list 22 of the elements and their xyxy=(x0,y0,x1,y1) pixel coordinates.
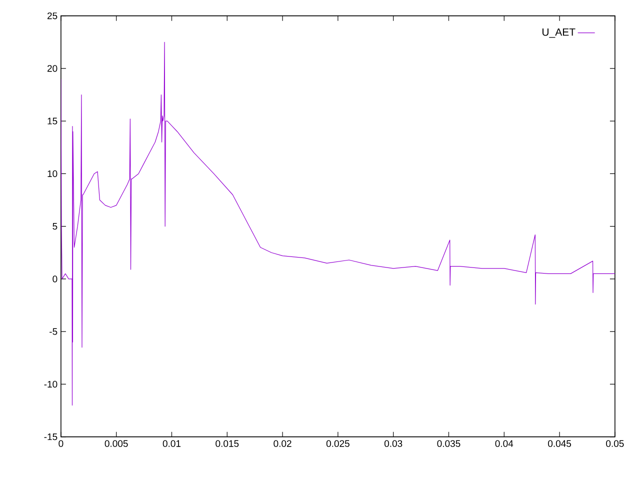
y-tick-label: -5 xyxy=(50,328,58,335)
x-tick-label: 0.05 xyxy=(606,440,624,447)
legend-label: U_AET xyxy=(542,28,576,38)
x-tick-label: 0 xyxy=(58,440,64,447)
x-tick-label: 0.025 xyxy=(326,440,350,447)
x-tick-label: 0.015 xyxy=(216,440,239,447)
y-tick-label: 0 xyxy=(52,276,58,282)
x-tick-label: 0.045 xyxy=(548,440,572,447)
y-tick-label: -15 xyxy=(44,434,58,440)
y-tick-label: 20 xyxy=(48,65,58,72)
x-tick-label: 0.035 xyxy=(437,440,460,447)
y-tick-label: 5 xyxy=(52,223,58,230)
y-tick-label: 10 xyxy=(48,170,58,178)
x-tick-label: 0.02 xyxy=(274,440,292,447)
y-tick-label: 15 xyxy=(48,118,58,124)
x-tick-label: 0.01 xyxy=(162,440,181,447)
y-tick-label: -10 xyxy=(44,380,58,388)
line-series xyxy=(60,42,615,406)
x-tick-label: 0.04 xyxy=(495,440,514,447)
x-tick-label: 0.005 xyxy=(104,440,128,447)
x-tick-label: 0.03 xyxy=(384,440,402,447)
y-tick-label: 25 xyxy=(48,12,58,20)
